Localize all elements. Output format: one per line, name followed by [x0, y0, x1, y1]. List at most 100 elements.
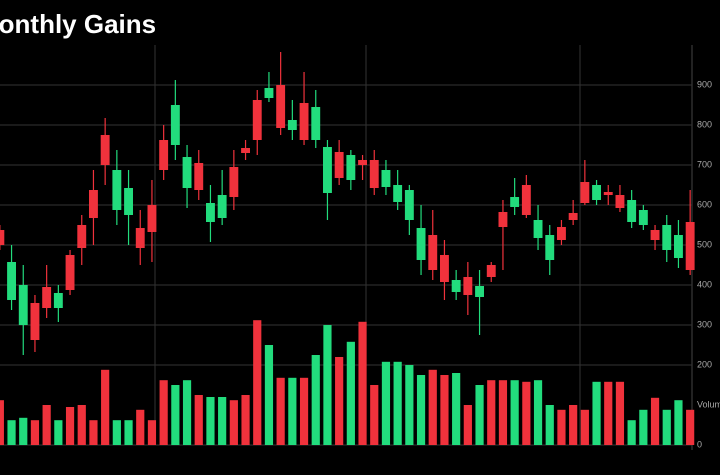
- volume-bar: [206, 397, 215, 445]
- candle-body: [206, 203, 215, 222]
- candle-body: [323, 147, 332, 193]
- y-tick-label: 800: [697, 119, 712, 129]
- candle-body: [30, 303, 40, 340]
- candle-body: [287, 120, 297, 130]
- volume-bar: [194, 395, 203, 445]
- candle-body: [369, 160, 379, 188]
- volume-bar: [65, 407, 75, 445]
- candle-body: [428, 235, 438, 270]
- candle-body: [358, 160, 367, 165]
- volume-bar: [264, 345, 274, 445]
- candle-body: [159, 140, 169, 170]
- volume-bar: [580, 409, 589, 445]
- candle-body: [521, 185, 531, 215]
- candle-body: [674, 235, 683, 258]
- candle-body: [264, 88, 274, 98]
- volume-bar: [30, 420, 40, 445]
- y-tick-label: 700: [697, 159, 712, 169]
- volume-bar: [136, 409, 145, 445]
- volume-bar: [440, 375, 449, 445]
- candle-body: [124, 188, 133, 215]
- volume-bar: [253, 320, 262, 445]
- candle-body: [416, 228, 426, 260]
- y-tick-label: 600: [697, 199, 712, 209]
- volume-bar: [452, 373, 461, 445]
- volume-bar: [218, 397, 227, 445]
- candle-body: [475, 286, 484, 297]
- volume-bar: [370, 385, 379, 445]
- volume-bar: [77, 405, 86, 445]
- volume-bar: [299, 377, 309, 445]
- candle-body: [100, 135, 110, 165]
- candle-body: [498, 212, 508, 227]
- volume-bar: [592, 381, 601, 445]
- y-tick-label: 900: [697, 79, 712, 89]
- volume-bar: [0, 400, 4, 445]
- volume-bar: [7, 420, 16, 445]
- candle-body: [77, 225, 87, 248]
- candle-body: [557, 227, 566, 240]
- volume-bar: [639, 409, 648, 445]
- chart-title: Monthly Gains: [0, 9, 156, 39]
- volume-bar: [428, 369, 437, 445]
- candle-body: [510, 197, 520, 207]
- volume-bar: [650, 397, 660, 445]
- candle-body: [112, 170, 122, 210]
- y2-tick-label: 300: [697, 319, 712, 329]
- volume-bar: [54, 420, 63, 445]
- volume-bar: [498, 380, 508, 445]
- candle-body: [135, 228, 145, 248]
- volume-bar: [615, 381, 625, 445]
- candle-body: [65, 255, 75, 290]
- volume-bar: [662, 409, 671, 445]
- y-tick-label: 500: [697, 239, 712, 249]
- volume-bar: [487, 380, 496, 445]
- volume-bar: [101, 369, 110, 445]
- candle-body: [42, 287, 52, 308]
- candle-body: [229, 167, 239, 197]
- volume-bar: [124, 420, 133, 445]
- volume-bar: [510, 380, 519, 445]
- candle-body: [217, 195, 227, 218]
- candle-body: [592, 185, 601, 200]
- volume-bar: [475, 385, 484, 445]
- volume-bar: [311, 355, 320, 445]
- candle-body: [404, 190, 414, 220]
- candle-body: [580, 182, 590, 203]
- volume-bar: [604, 381, 613, 445]
- volume-bar: [533, 380, 543, 445]
- volume-bar: [674, 400, 683, 445]
- volume-bar: [545, 405, 554, 445]
- candle-body: [241, 148, 250, 153]
- candle-body: [615, 195, 625, 208]
- candle-body: [7, 262, 16, 300]
- volume-bar: [241, 395, 250, 445]
- candle-body: [346, 155, 356, 180]
- candle-body: [638, 210, 648, 225]
- volume-bar: [42, 405, 51, 445]
- candle-body: [147, 205, 157, 232]
- volume-bar: [182, 380, 192, 445]
- candle-body: [334, 152, 344, 178]
- candle-body: [252, 100, 262, 140]
- volume-bar: [159, 380, 168, 445]
- volume-bar: [89, 420, 98, 445]
- volume-bar: [569, 405, 578, 445]
- candle-body: [53, 293, 63, 308]
- volume-bar: [381, 361, 391, 445]
- candle-body: [627, 200, 637, 222]
- candle-body: [89, 190, 98, 218]
- volume-bar: [405, 365, 414, 445]
- y2-axis-label: Volume: [697, 399, 720, 409]
- volume-bar: [627, 420, 636, 445]
- volume-bar: [112, 420, 121, 445]
- volume-bar: [171, 385, 180, 445]
- y2-tick-label: 0: [697, 439, 702, 449]
- volume-bar: [463, 405, 472, 445]
- candle-body: [533, 220, 543, 238]
- candle-body: [568, 213, 578, 220]
- volume-bar: [522, 381, 531, 445]
- candle-body: [685, 222, 695, 270]
